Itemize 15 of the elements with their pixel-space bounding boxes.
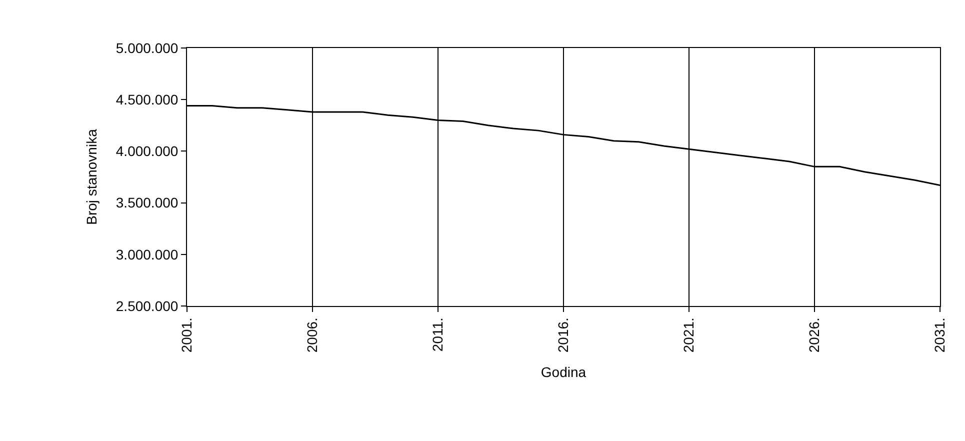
x-tick-label: 2011. [430,318,446,352]
x-tick-label: 2001. [178,318,195,353]
y-tick-label: 3.500.000 [116,194,178,211]
x-tick-label: 2006. [304,318,320,353]
y-tick-label: 5.000.000 [116,40,178,56]
y-tick-label: 2.500.000 [116,298,178,314]
x-axis-title: Godina [540,364,586,380]
x-tick-label: 2016. [555,318,572,353]
x-tick-label: 2021. [680,318,697,353]
y-axis-title: Broj stanovnika [84,128,100,225]
x-tick-label: 2031. [932,318,948,353]
y-tick-label: 4.000.000 [116,143,178,160]
y-tick-label: 4.500.000 [116,92,178,108]
x-tick-label: 2026. [806,318,822,353]
y-tick-label: 3.000.000 [116,246,178,262]
